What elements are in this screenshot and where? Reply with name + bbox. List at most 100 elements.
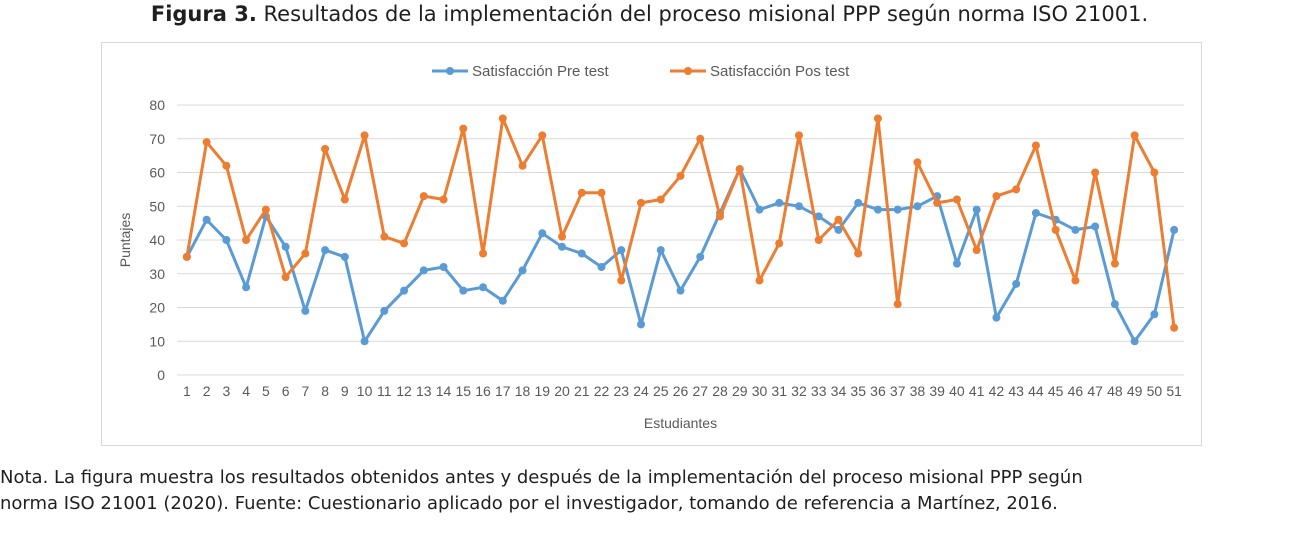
x-tick-label: 46 bbox=[1068, 383, 1084, 399]
legend-marker-1 bbox=[446, 67, 454, 75]
data-point-series-1 bbox=[597, 263, 606, 271]
data-point-series-2 bbox=[1012, 185, 1021, 194]
x-tick-label: 11 bbox=[377, 383, 392, 399]
x-tick-label: 5 bbox=[262, 383, 270, 399]
figure-note: Nota. La figura muestra los resultados o… bbox=[0, 465, 1290, 517]
data-point-series-2 bbox=[735, 165, 744, 174]
data-point-series-1 bbox=[617, 246, 626, 255]
data-point-series-2 bbox=[1091, 168, 1100, 177]
data-point-series-2 bbox=[656, 195, 665, 204]
x-tick-label: 39 bbox=[929, 383, 945, 399]
data-point-series-2 bbox=[380, 232, 389, 241]
data-point-series-1 bbox=[479, 283, 488, 292]
data-point-series-2 bbox=[696, 134, 705, 143]
y-axis-title: Puntajes bbox=[117, 213, 133, 267]
x-tick-label: 48 bbox=[1107, 383, 1123, 399]
x-tick-label: 24 bbox=[633, 383, 649, 399]
data-point-series-2 bbox=[242, 236, 251, 244]
data-point-series-1 bbox=[1110, 300, 1119, 309]
data-point-series-2 bbox=[301, 249, 310, 258]
x-tick-label: 44 bbox=[1028, 383, 1044, 399]
x-tick-label: 34 bbox=[831, 383, 847, 399]
figure-label: Figura 3. bbox=[150, 2, 257, 26]
x-tick-label: 31 bbox=[771, 383, 787, 399]
x-tick-label: 16 bbox=[475, 383, 491, 399]
x-tick-label: 6 bbox=[282, 383, 290, 399]
data-point-series-2 bbox=[715, 212, 724, 221]
data-point-series-1 bbox=[498, 296, 507, 305]
data-point-series-1 bbox=[637, 320, 646, 329]
y-tick-label: 30 bbox=[149, 266, 165, 282]
data-point-series-2 bbox=[972, 246, 981, 255]
data-point-series-2 bbox=[755, 276, 764, 285]
x-tick-label: 28 bbox=[712, 383, 728, 399]
data-point-series-2 bbox=[518, 161, 527, 170]
data-point-series-1 bbox=[972, 205, 981, 214]
data-point-series-2 bbox=[1031, 141, 1040, 150]
x-tick-label: 20 bbox=[554, 383, 570, 399]
data-point-series-2 bbox=[1170, 323, 1179, 332]
data-point-series-1 bbox=[873, 205, 882, 214]
x-tick-label: 19 bbox=[534, 383, 550, 399]
data-point-series-1 bbox=[1130, 337, 1139, 346]
data-point-series-1 bbox=[439, 263, 448, 271]
y-tick-label: 60 bbox=[149, 165, 165, 181]
figure-caption-text: Resultados de la implementación del proc… bbox=[263, 2, 1149, 26]
data-point-series-1 bbox=[1170, 225, 1179, 234]
x-tick-label: 29 bbox=[732, 383, 748, 399]
data-point-series-2 bbox=[637, 198, 646, 207]
x-tick-label: 49 bbox=[1127, 383, 1143, 399]
data-point-series-2 bbox=[676, 171, 685, 180]
data-point-series-2 bbox=[873, 114, 882, 123]
data-point-series-2 bbox=[1071, 276, 1080, 285]
data-point-series-1 bbox=[419, 266, 428, 275]
x-tick-label: 10 bbox=[357, 383, 373, 399]
data-point-series-1 bbox=[913, 202, 922, 211]
data-point-series-1 bbox=[834, 225, 843, 234]
x-tick-label: 50 bbox=[1147, 383, 1163, 399]
data-point-series-2 bbox=[893, 300, 902, 309]
data-point-series-2 bbox=[202, 138, 211, 147]
data-point-series-1 bbox=[281, 242, 290, 251]
data-point-series-2 bbox=[617, 276, 626, 285]
x-tick-label: 9 bbox=[341, 383, 349, 399]
x-tick-label: 13 bbox=[416, 383, 432, 399]
x-tick-label: 45 bbox=[1048, 383, 1064, 399]
data-point-series-1 bbox=[577, 249, 586, 258]
data-point-series-2 bbox=[439, 195, 448, 204]
data-point-series-1 bbox=[222, 236, 231, 244]
data-point-series-1 bbox=[360, 337, 369, 346]
x-tick-label: 38 bbox=[910, 383, 926, 399]
x-tick-label: 36 bbox=[870, 383, 886, 399]
data-point-series-1 bbox=[301, 306, 310, 315]
data-point-series-1 bbox=[656, 246, 665, 255]
data-point-series-2 bbox=[459, 124, 468, 133]
x-tick-label: 26 bbox=[673, 383, 689, 399]
x-tick-label: 12 bbox=[396, 383, 412, 399]
x-tick-label: 15 bbox=[456, 383, 472, 399]
x-tick-label: 3 bbox=[222, 383, 230, 399]
x-tick-label: 42 bbox=[989, 383, 1005, 399]
y-tick-label: 50 bbox=[149, 198, 165, 214]
x-tick-label: 30 bbox=[752, 383, 768, 399]
x-tick-label: 35 bbox=[850, 383, 866, 399]
x-tick-label: 17 bbox=[495, 383, 511, 399]
x-axis-title: Estudiantes bbox=[644, 415, 717, 431]
data-point-series-1 bbox=[676, 286, 685, 295]
x-tick-label: 22 bbox=[594, 383, 610, 399]
figure-caption: Figura 3. Resultados de la implementació… bbox=[0, 2, 1299, 26]
data-point-series-1 bbox=[242, 283, 251, 292]
y-tick-label: 0 bbox=[157, 367, 165, 383]
data-point-series-2 bbox=[479, 249, 488, 258]
data-point-series-2 bbox=[419, 192, 428, 201]
data-point-series-1 bbox=[340, 252, 349, 261]
data-point-series-1 bbox=[459, 286, 468, 295]
data-point-series-2 bbox=[933, 198, 942, 207]
data-point-series-2 bbox=[913, 158, 922, 167]
legend-label-1: Satisfacción Pre test bbox=[472, 63, 610, 80]
data-point-series-2 bbox=[281, 273, 290, 282]
x-tick-label: 8 bbox=[321, 383, 329, 399]
data-point-series-2 bbox=[814, 236, 823, 244]
data-point-series-2 bbox=[538, 131, 547, 140]
